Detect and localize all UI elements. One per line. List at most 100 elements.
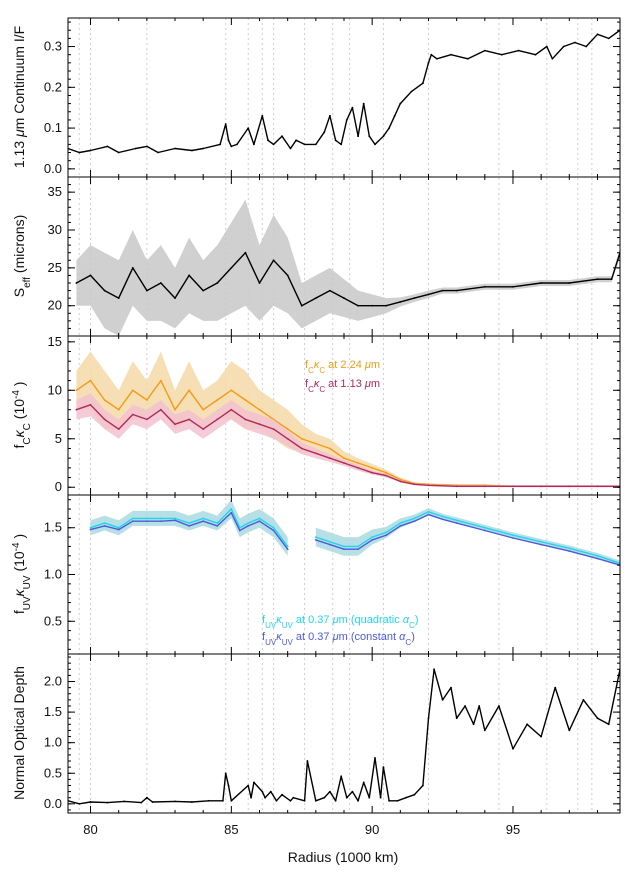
data-point (371, 467, 374, 469)
data-point (160, 520, 162, 523)
panel-fuvkuv: fUVκUV (10-4 ) fUVκUV at 0.37 μm (quadra… (11, 494, 621, 655)
data-point (89, 801, 92, 803)
data-point (306, 760, 309, 762)
data-point (329, 457, 331, 460)
data-point (374, 757, 376, 759)
data-point (227, 139, 230, 142)
y-tick-label: 0.2 (44, 79, 62, 94)
x-axis-ticks: 80 85 90 95 (83, 822, 520, 837)
data-point (258, 423, 261, 426)
data-point (329, 289, 331, 292)
data-point (188, 418, 191, 421)
error-band-fckc-0 (76, 351, 620, 488)
data-point (343, 297, 345, 299)
data-point (222, 799, 224, 802)
data-point (568, 547, 571, 550)
y-tick-label: 0.0 (44, 796, 62, 811)
y-tick-label: 0.1 (44, 120, 62, 135)
data-point (334, 139, 337, 142)
data-point (351, 790, 354, 793)
data-point (371, 539, 374, 541)
data-point (303, 143, 306, 146)
data-point (230, 145, 233, 148)
y-tick-label: 0.3 (44, 39, 62, 54)
data-point (455, 289, 458, 292)
data-point (289, 147, 292, 150)
data-point (450, 686, 452, 689)
data-point (343, 462, 345, 464)
data-point (385, 304, 388, 307)
data-point (207, 799, 210, 802)
data-point (385, 534, 388, 537)
y-tick-label: 15 (48, 334, 62, 349)
data-point (75, 282, 78, 284)
data-point (89, 403, 92, 406)
data-point (340, 143, 343, 146)
data-point (174, 147, 176, 150)
data-point (323, 131, 326, 134)
data-point (362, 781, 365, 784)
data-point (512, 747, 514, 750)
data-point (371, 536, 374, 538)
data-point (131, 389, 134, 392)
data-point (512, 485, 514, 488)
data-point (188, 389, 191, 392)
data-point (450, 53, 452, 56)
data-point (314, 799, 317, 802)
data-point (379, 796, 382, 799)
x-tick-label: 85 (224, 822, 238, 837)
data-point (413, 297, 416, 299)
data-point (174, 800, 176, 803)
data-point (540, 485, 542, 488)
data-point (314, 452, 317, 455)
y-tick-label: 5 (55, 431, 62, 446)
y-tick-label: 30 (48, 222, 62, 237)
data-point (410, 90, 413, 93)
y-tick-label: 0.5 (44, 765, 62, 780)
data-point (396, 799, 399, 802)
data-point (281, 135, 283, 138)
data-point (269, 790, 272, 793)
data-point (146, 399, 148, 401)
data-point (123, 800, 126, 803)
y-tick-label: 1.0 (44, 567, 62, 582)
panel-seff: Seff (microns) 20 25 30 35 (11, 176, 621, 337)
data-point (422, 82, 424, 85)
y-tick-label: 20 (48, 298, 62, 313)
series-line-fuvkuv-1 (90, 512, 289, 550)
data-point (472, 723, 475, 726)
data-point (540, 735, 542, 738)
error-band-fuvkuv-0 (90, 499, 288, 556)
data-point (261, 790, 264, 793)
data-point (160, 379, 162, 382)
data-point (191, 149, 193, 152)
x-tick-label: 90 (365, 822, 379, 837)
data-point (413, 793, 416, 796)
data-point (146, 289, 148, 292)
data-point (157, 151, 160, 154)
data-point (441, 289, 444, 292)
data-point (357, 545, 359, 548)
data-point (483, 526, 486, 529)
data-point (399, 478, 402, 481)
data-point (399, 525, 402, 527)
x-axis-label: Radius (1000 km) (288, 849, 399, 865)
data-point (292, 796, 295, 799)
data-point (230, 267, 233, 269)
data-point (483, 729, 486, 732)
data-point (455, 717, 458, 720)
plot-area-continuum (68, 29, 620, 154)
data-point (106, 801, 109, 804)
data-point (261, 114, 264, 117)
data-point (351, 106, 354, 109)
data-point (300, 437, 303, 440)
data-point (399, 301, 402, 303)
data-point (596, 33, 599, 36)
data-point (227, 784, 230, 787)
data-point (131, 267, 134, 269)
data-point (314, 442, 317, 445)
data-point (343, 545, 345, 548)
data-point (371, 304, 374, 307)
data-point (607, 37, 610, 40)
